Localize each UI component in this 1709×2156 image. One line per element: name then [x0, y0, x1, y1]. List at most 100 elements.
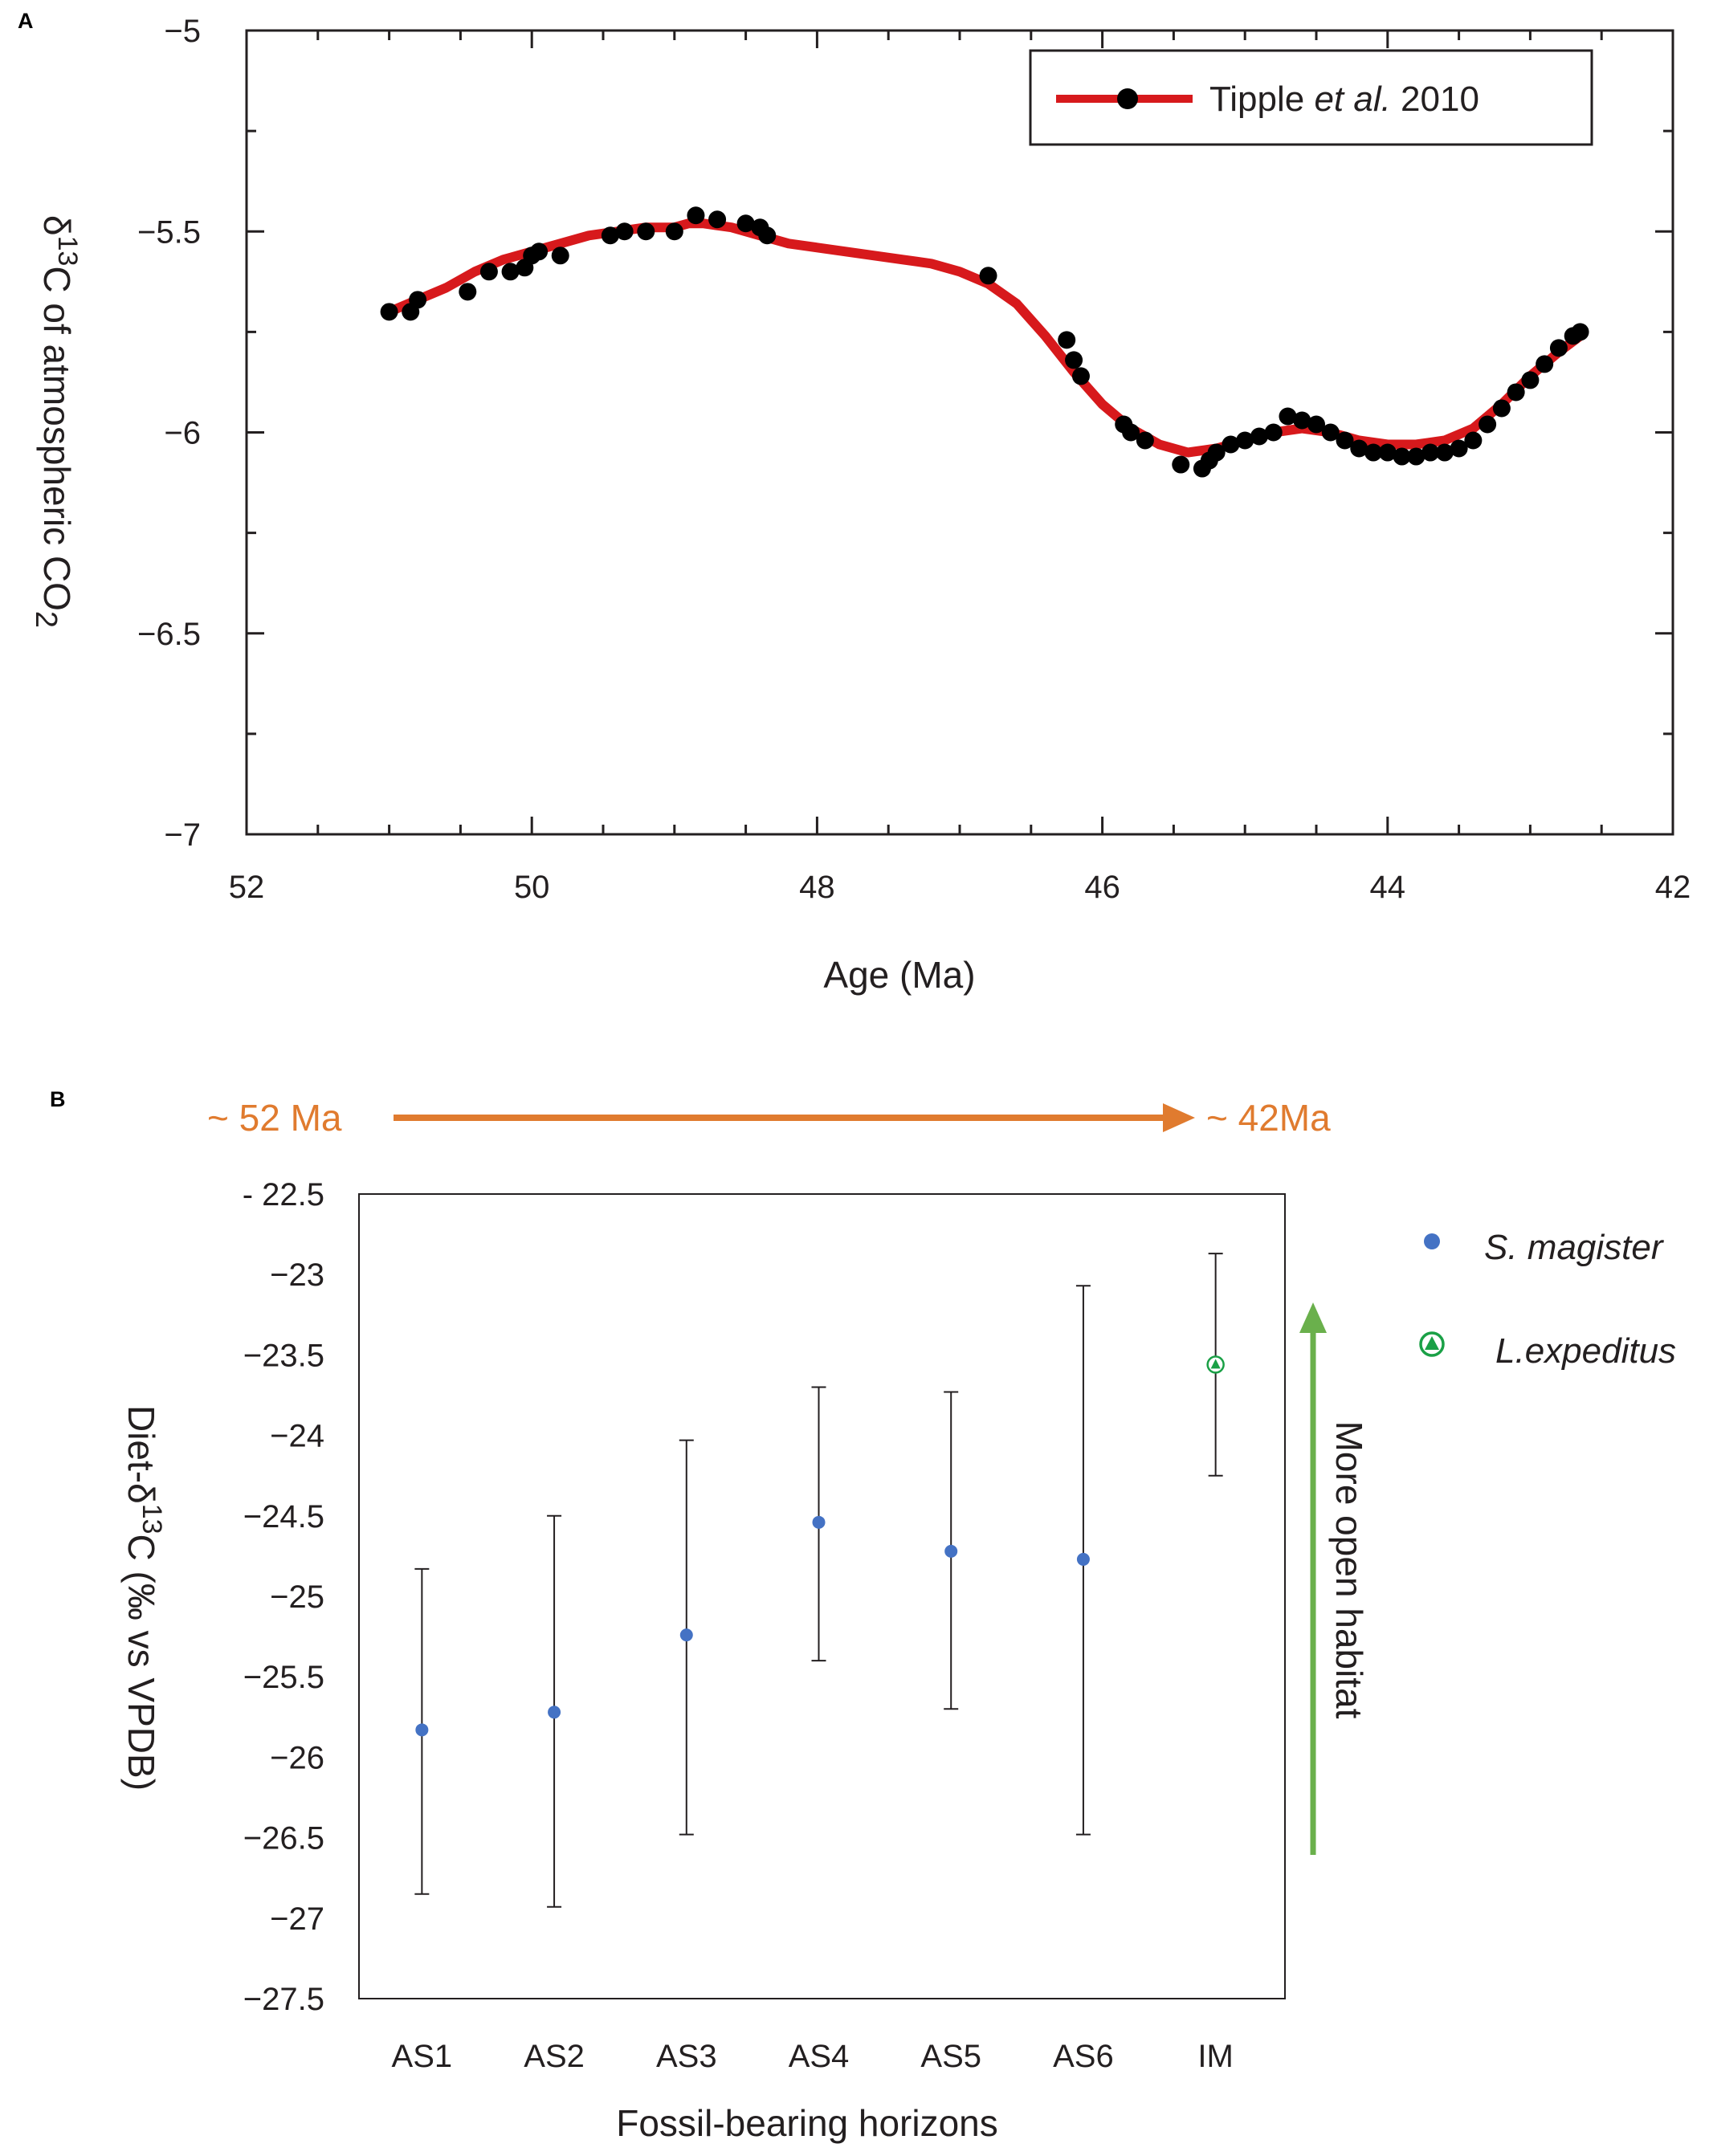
- data-point: [530, 242, 549, 261]
- panel-a-label: A: [18, 9, 34, 33]
- data-point: [1321, 423, 1340, 442]
- s-magister-point: [679, 1628, 693, 1642]
- data-point: [479, 263, 498, 281]
- data-point: [1521, 371, 1540, 389]
- panel-a-y-tick-labels: −5 −5.5 −6 −6.5 −7: [137, 14, 201, 853]
- data-point: [1507, 383, 1525, 401]
- x-tick-label: 52: [229, 870, 265, 905]
- legend-s-magister-marker: [1424, 1233, 1440, 1249]
- data-point: [1479, 415, 1497, 434]
- habitat-arrow: More open habitat: [1299, 1302, 1370, 1855]
- s-magister-point: [548, 1706, 561, 1719]
- legend-label: Tipple et al. 2010: [1209, 79, 1479, 119]
- data-point: [1136, 431, 1154, 450]
- data-point: [1464, 431, 1483, 450]
- panel-b-x-tick-labels: AS1 AS2 AS3 AS4 AS5 AS6 IM: [392, 2039, 1234, 2074]
- x-tick-label: 44: [1370, 870, 1406, 905]
- legend-l-expeditus-label: L.expeditus: [1495, 1331, 1676, 1371]
- y-tick-label: −24: [270, 1419, 324, 1454]
- x-tick-label: 48: [799, 870, 835, 905]
- data-point: [1222, 435, 1240, 454]
- panel-b-label: B: [50, 1087, 66, 1111]
- data-point: [1250, 427, 1268, 446]
- legend-marker: [1117, 88, 1138, 109]
- data-point: [1450, 439, 1468, 458]
- legend-triangle: [1425, 1336, 1439, 1350]
- data-point: [1435, 443, 1454, 462]
- time-arrow-start-label: ~ 52 Ma: [207, 1097, 342, 1139]
- data-point: [665, 222, 683, 241]
- panel-b-plot-frame: [358, 1193, 1286, 1999]
- s-magister-point: [415, 1723, 429, 1737]
- panel-b-legend: S. magister L.expeditus: [1419, 1228, 1676, 1371]
- panel-b-y-tick-labels: - 22.5 −23 −23.5 −24 −24.5 −25 −25.5 −26 −26.5 −2…: [243, 1177, 324, 2017]
- legend-year: 2010: [1391, 79, 1479, 119]
- data-point: [1536, 355, 1554, 373]
- data-point: [551, 247, 569, 265]
- x-tick-label: 50: [514, 870, 550, 905]
- data-point: [1393, 447, 1411, 466]
- y-tick-label: −27.5: [243, 1982, 324, 2017]
- panel-a-y-axis-title: δ13C of atmospheric CO2: [29, 215, 83, 628]
- panel-b-data-points: [415, 1355, 1225, 1737]
- y-tick-label: −23.5: [243, 1338, 324, 1373]
- panel-b-y-axis-title: Diet-δ13C (‰ vs VPDB): [120, 1405, 167, 1791]
- s-magister-point: [944, 1544, 958, 1558]
- x-tick-label: 42: [1655, 870, 1691, 905]
- x-tick-label: 46: [1084, 870, 1120, 905]
- data-point: [687, 206, 705, 225]
- data-point: [708, 210, 727, 229]
- fit-line: [384, 218, 1585, 458]
- time-arrow-head: [1163, 1103, 1195, 1132]
- y-tick-label: −24.5: [243, 1499, 324, 1534]
- y-tick-label: −6.5: [137, 617, 201, 652]
- habitat-arrow-label: More open habitat: [1328, 1421, 1370, 1719]
- data-point: [601, 226, 619, 245]
- data-point: [1293, 411, 1311, 430]
- y-tick-label: −25: [270, 1579, 324, 1615]
- data-point: [1492, 399, 1511, 418]
- data-point: [1071, 367, 1090, 385]
- data-point: [758, 226, 777, 245]
- data-point: [459, 283, 477, 301]
- data-point: [1279, 407, 1297, 426]
- data-point: [380, 303, 398, 321]
- l-expeditus-triangle: [1210, 1359, 1221, 1369]
- data-point: [637, 222, 655, 241]
- data-point: [1421, 443, 1440, 462]
- data-point: [1172, 455, 1190, 474]
- y-tick-label: - 22.5: [243, 1177, 324, 1212]
- data-point: [1378, 443, 1397, 462]
- s-magister-point: [812, 1515, 826, 1529]
- data-point: [409, 291, 427, 309]
- error-bars: [414, 1253, 1223, 1908]
- legend-author: Tipple: [1209, 79, 1314, 119]
- s-magister-point: [1076, 1552, 1090, 1566]
- data-point: [615, 222, 634, 241]
- y-tick-label: −6: [164, 416, 201, 451]
- y-tick-label: −7: [164, 817, 201, 853]
- x-tick-label: IM: [1197, 2039, 1233, 2074]
- data-point: [1122, 423, 1140, 442]
- time-arrow: ~ 52 Ma ~ 42Ma: [207, 1097, 1331, 1139]
- legend: Tipple et al. 2010: [1029, 49, 1593, 146]
- x-tick-label: AS5: [920, 2039, 981, 2074]
- data-points: [380, 206, 1589, 478]
- y-title-units: C (‰ vs VPDB): [120, 1534, 162, 1791]
- data-point: [1364, 443, 1383, 462]
- data-point: [1207, 443, 1226, 462]
- panel-b-x-axis-title: Fossil-bearing horizons: [616, 2102, 998, 2144]
- data-point: [1065, 351, 1083, 369]
- habitat-arrow-head: [1299, 1302, 1327, 1333]
- superscript-13: 13: [137, 1504, 167, 1534]
- data-point: [1264, 423, 1283, 442]
- panel-a-x-tick-labels: 52 50 48 46 44 42: [229, 870, 1691, 905]
- y-title-main: C of atmospheric CO: [36, 266, 78, 610]
- legend-etal: et al.: [1314, 79, 1390, 119]
- superscript-13: 13: [52, 236, 83, 267]
- panel-a-x-axis-title: Age (Ma): [823, 954, 975, 996]
- panel-b: B ~ 52 Ma ~ 42Ma - 22.5 −23 −23.5 −24 −24.5 −…: [50, 1087, 1676, 2144]
- data-point: [1407, 447, 1426, 466]
- diet-delta: Diet-δ: [120, 1405, 162, 1504]
